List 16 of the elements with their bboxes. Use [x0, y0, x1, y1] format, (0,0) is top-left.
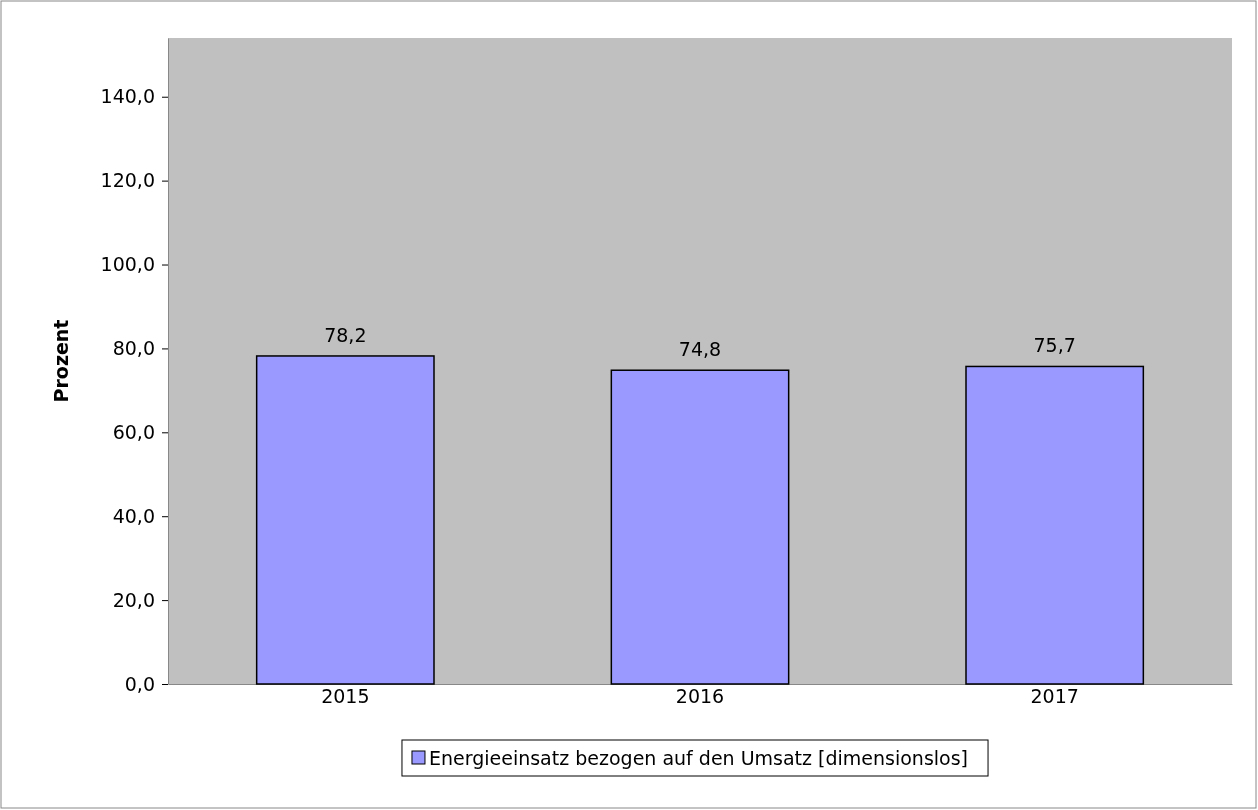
y-tick-label: 80,0 [112, 337, 155, 359]
x-tick-label: 2015 [321, 685, 370, 707]
text: 75,7 [1033, 334, 1076, 357]
y-tick-label: 40,0 [112, 504, 155, 527]
y-tick-label: 60,0 [112, 420, 155, 443]
y-tick-label: 120,0 [100, 169, 155, 192]
y-tick-label: 20,0 [112, 588, 155, 611]
y-tick-label: 140,0 [100, 85, 155, 108]
y-tick-label: 0,0 [124, 672, 155, 695]
x-tick-label: 2017 [1030, 685, 1079, 707]
text: 78,2 [324, 323, 367, 346]
y-tick-label: 100,0 [100, 253, 155, 276]
text: 74,8 [678, 338, 722, 361]
legend-label: Energieeinsatz bezogen auf den Umsatz [dimensionslos] [428, 747, 969, 769]
y-axis-title: Prozent [50, 319, 72, 403]
x-tick-label: 2016 [675, 685, 725, 707]
